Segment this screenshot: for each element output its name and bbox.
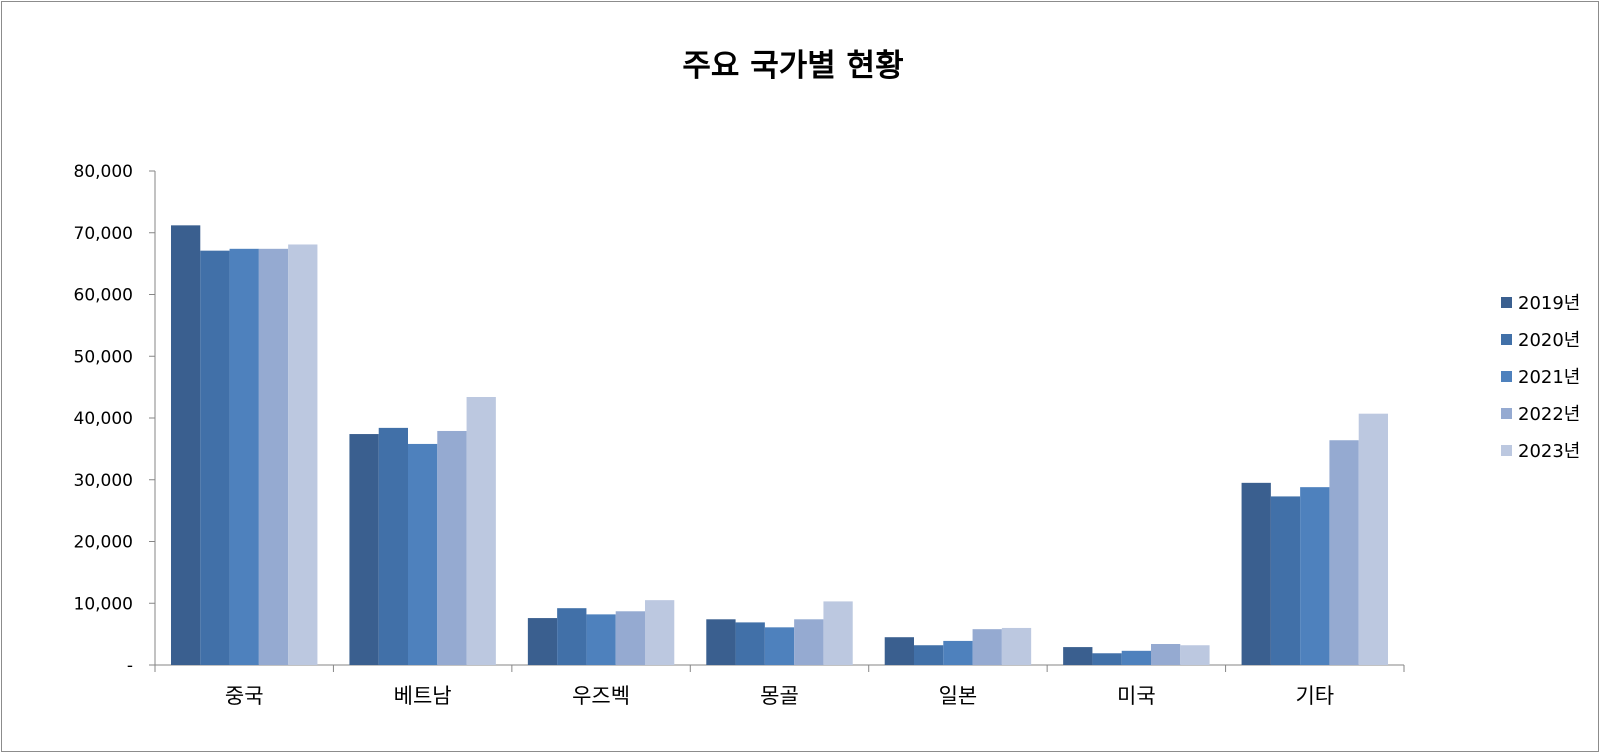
bar — [1121, 650, 1151, 665]
category-label: 우즈벡 — [572, 684, 630, 708]
chart-title: 주요 국가별 현황 — [682, 48, 904, 84]
bar — [764, 627, 795, 665]
bar — [200, 250, 230, 665]
legend-swatch — [1501, 445, 1512, 456]
y-tick-label: 40,000 — [74, 409, 133, 429]
legend-label: 2022년 — [1518, 404, 1580, 425]
bar — [884, 637, 914, 665]
category-label: 베트남 — [394, 684, 452, 708]
y-tick-label: - — [127, 656, 133, 676]
bar — [823, 601, 853, 665]
legend-swatch — [1501, 334, 1512, 345]
bar — [557, 608, 587, 665]
category-label: 기타 — [1295, 684, 1334, 708]
bar — [943, 640, 973, 665]
bar — [794, 619, 824, 665]
y-tick-label: 70,000 — [74, 224, 133, 244]
category-label: 미국 — [1117, 684, 1156, 708]
bar — [1001, 627, 1032, 665]
bar — [735, 622, 765, 665]
y-tick-label: 30,000 — [74, 471, 133, 491]
legend-label: 2023년 — [1518, 441, 1580, 462]
legend-label: 2019년 — [1518, 293, 1580, 314]
legend-swatch — [1501, 408, 1512, 419]
category-label: 일본 — [939, 684, 978, 708]
bar — [615, 611, 645, 665]
bar — [1329, 440, 1359, 665]
y-tick-label: 50,000 — [74, 347, 133, 367]
bar — [408, 443, 438, 665]
bar — [706, 619, 736, 665]
bar — [1092, 653, 1122, 665]
bar — [437, 430, 467, 665]
bar — [288, 244, 318, 666]
y-tick-label: 60,000 — [74, 286, 133, 306]
bar — [586, 614, 616, 665]
category-label: 중국 — [225, 684, 264, 708]
bar — [258, 248, 289, 665]
bar — [1270, 496, 1301, 665]
y-tick-label: 10,000 — [74, 594, 133, 614]
bar — [229, 248, 259, 665]
bar — [914, 645, 944, 665]
legend-label: 2021년 — [1518, 367, 1580, 388]
legend: 2019년 2020년 2021년 2022년 2023년 — [1501, 293, 1580, 462]
bar — [378, 427, 408, 665]
bar — [1063, 647, 1093, 665]
legend-swatch — [1501, 371, 1512, 382]
legend-label: 2020년 — [1518, 330, 1580, 351]
bar — [1151, 644, 1181, 665]
bar — [1358, 413, 1388, 665]
y-tick-label: 20,000 — [74, 533, 133, 553]
bar — [1300, 487, 1330, 665]
bar — [349, 434, 379, 665]
bar — [645, 600, 675, 665]
bar — [1241, 482, 1271, 665]
bar — [171, 225, 201, 665]
bar — [466, 397, 496, 665]
bar — [527, 618, 558, 665]
legend-swatch — [1501, 297, 1512, 308]
bar — [1180, 645, 1210, 665]
category-label: 몽골 — [760, 684, 799, 708]
bar — [972, 629, 1002, 665]
bars — [171, 225, 1388, 666]
y-tick-label: 80,000 — [74, 162, 133, 182]
axes: - 10,000 20,000 30,000 40,000 50,000 60,000 70,… — [74, 162, 1405, 708]
